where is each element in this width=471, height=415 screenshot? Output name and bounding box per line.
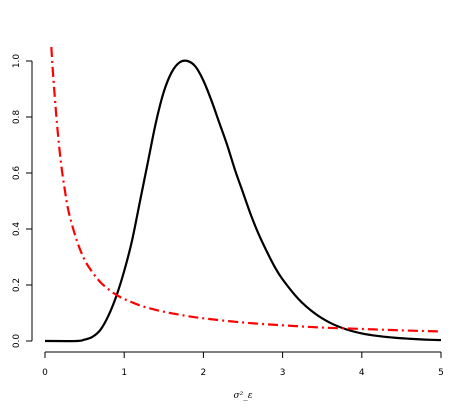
x-tick-label: 4 — [359, 368, 365, 378]
series-line-red-dashdot — [50, 46, 442, 333]
y-tick-label: 0.8 — [12, 110, 22, 125]
y-tick-label: 0.2 — [12, 278, 22, 292]
x-axis-label: σ²_ε — [233, 391, 252, 401]
series-line-black-solid — [44, 59, 442, 343]
x-tick-label: 1 — [121, 368, 127, 378]
x-tick-label: 3 — [280, 368, 286, 378]
x-tick-label: 2 — [201, 368, 207, 378]
y-tick-label: 1.0 — [12, 54, 22, 69]
y-tick-label: 0.6 — [12, 166, 22, 181]
y-tick-label: 0.0 — [12, 334, 22, 349]
plot-area — [44, 46, 442, 343]
x-axis: 0 1 2 3 4 5 — [42, 351, 444, 378]
x-tick-label: 0 — [42, 368, 48, 378]
y-tick-label: 0.4 — [12, 222, 22, 237]
y-axis: 0.0 0.2 0.4 0.6 0.8 1.0 — [12, 54, 33, 349]
x-tick-label: 5 — [438, 368, 444, 378]
